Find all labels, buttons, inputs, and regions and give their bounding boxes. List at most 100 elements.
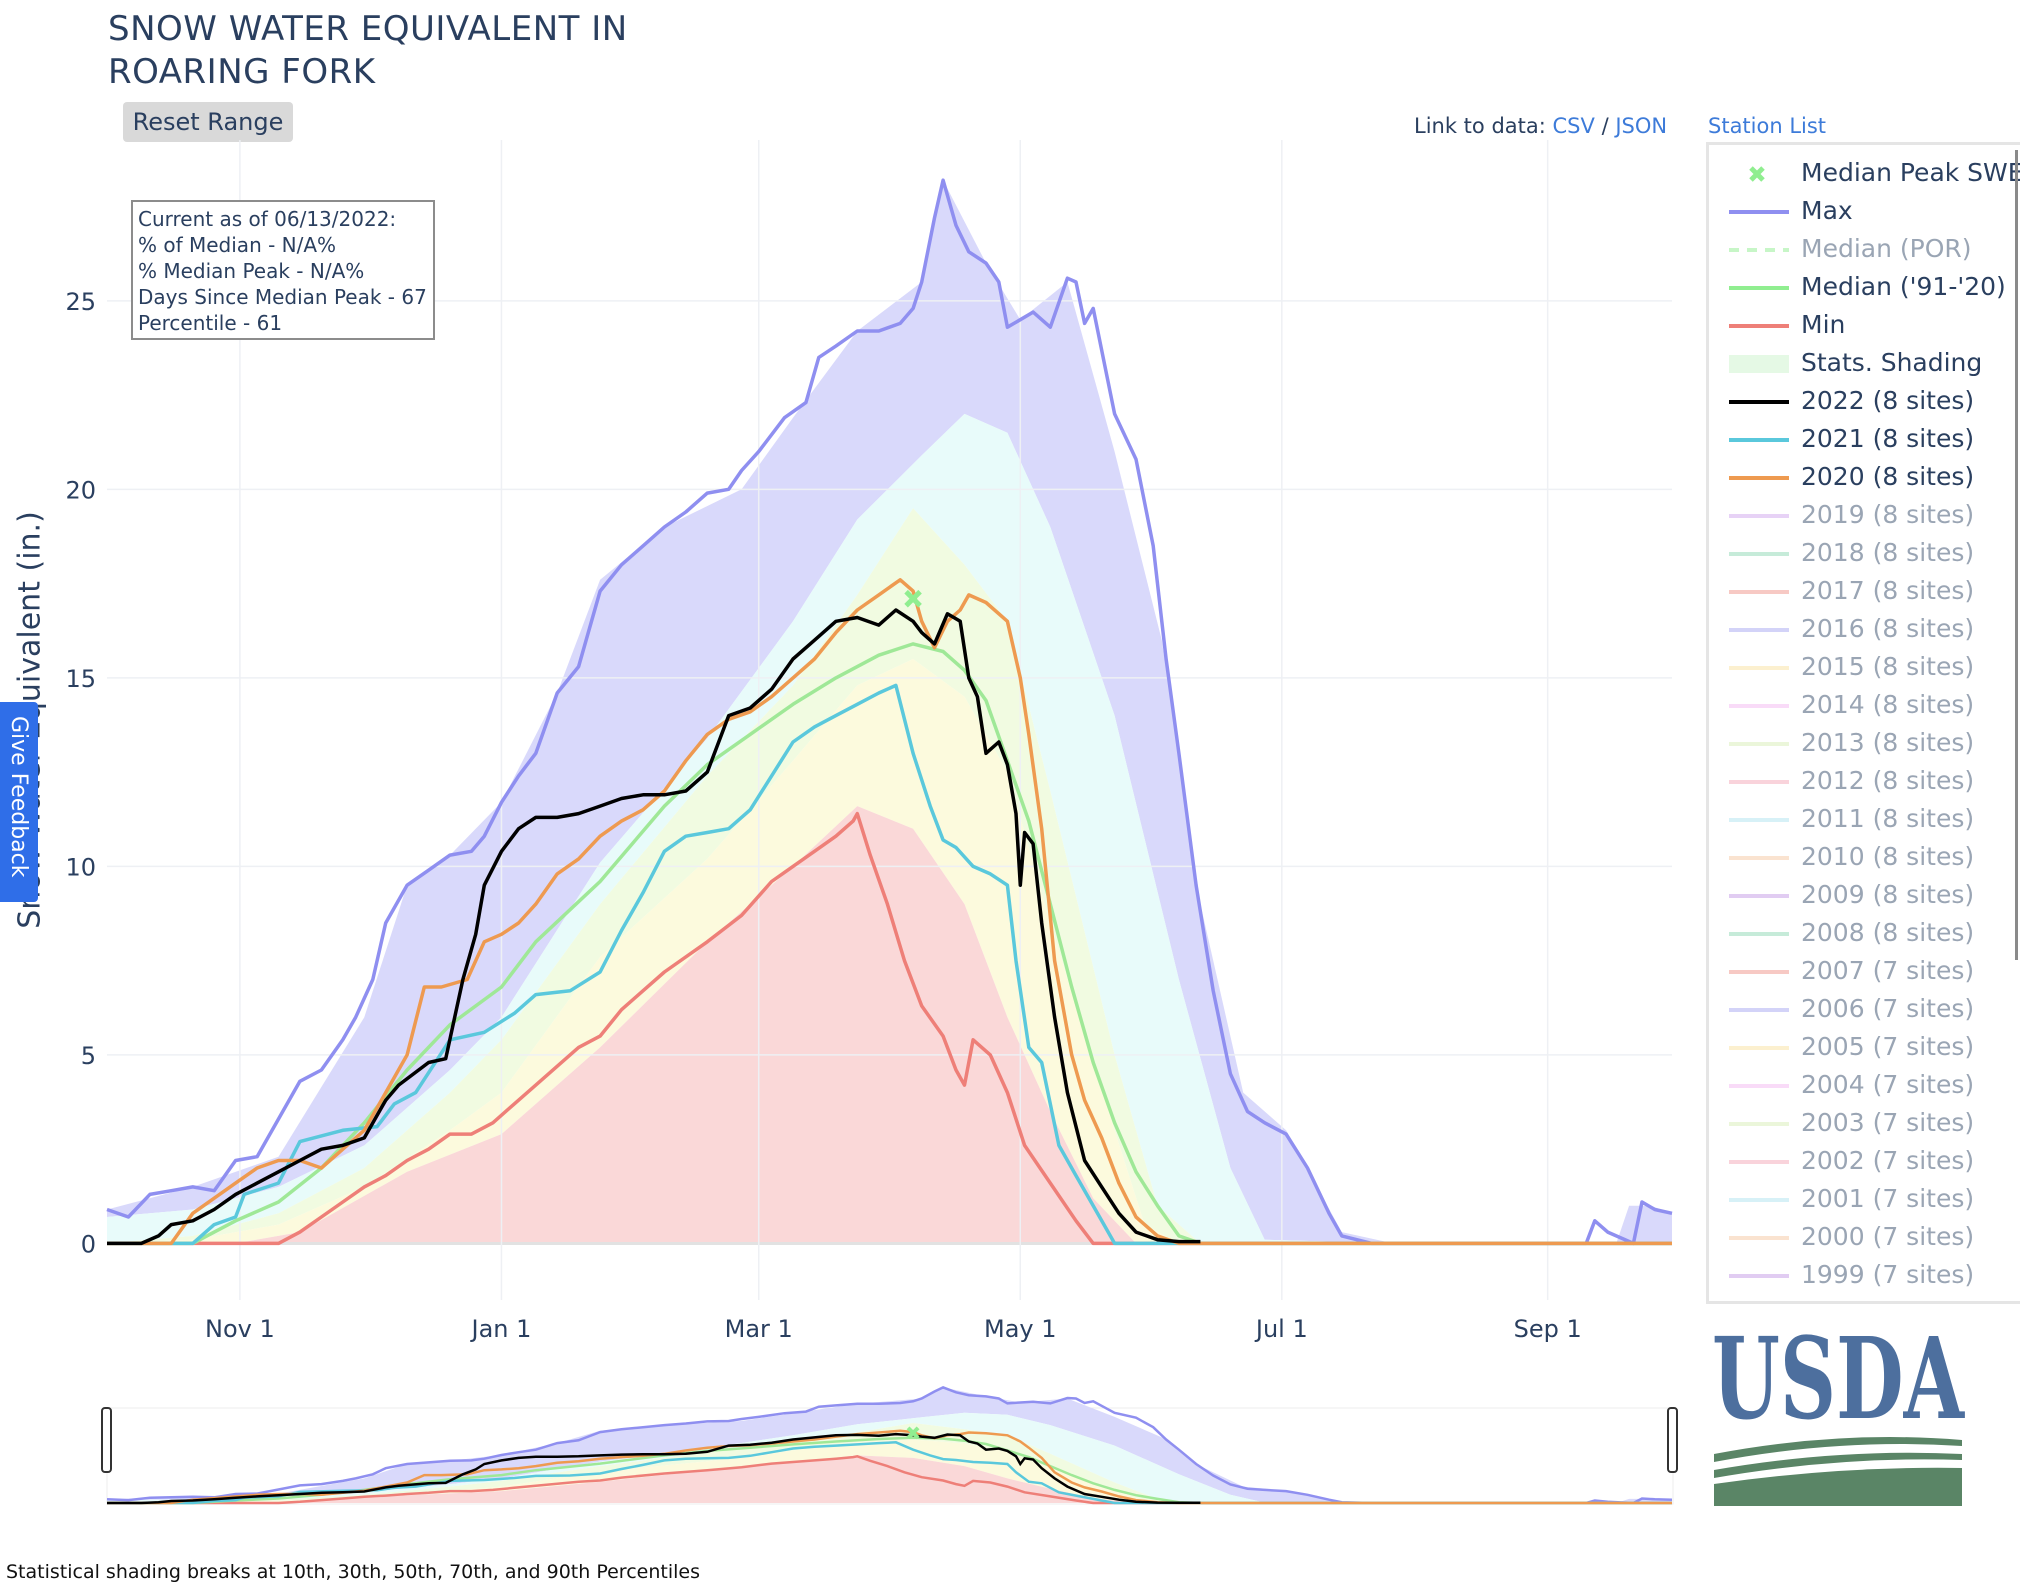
legend-item[interactable]: 2005 (7 sites) xyxy=(1719,1029,2020,1067)
legend-item[interactable]: 2002 (7 sites) xyxy=(1719,1143,2020,1181)
legend-item[interactable]: 2013 (8 sites) xyxy=(1719,725,2020,763)
minimap-series xyxy=(106,1386,1673,1505)
legend-item-label: 2022 (8 sites) xyxy=(1801,386,1975,415)
minimap-series xyxy=(107,1455,1672,1505)
legend-item-label: 2012 (8 sites) xyxy=(1801,766,1975,795)
legend-item-label: 2009 (8 sites) xyxy=(1801,880,1975,909)
legend-item[interactable]: Median Peak SWE xyxy=(1719,155,2020,193)
legend-swatch xyxy=(1729,355,1789,373)
chart-title-line2: ROARING FORK xyxy=(108,52,376,92)
data-links-separator: / xyxy=(1601,114,1609,138)
band-90th xyxy=(107,413,1672,1244)
chart-canvas[interactable]: 0 5 10 15 20 25 Nov 1 Jan 1 Mar 1 May 1 Jul 1 Sep … xyxy=(0,0,1700,1540)
x-tick-label: Jan 1 xyxy=(470,1315,532,1343)
x-tick-label: Jul 1 xyxy=(1254,1315,1308,1343)
legend-item[interactable]: 2011 (8 sites) xyxy=(1719,801,2020,839)
give-feedback-label: Give Feedback xyxy=(6,716,31,878)
minimap-band xyxy=(107,1423,1672,1503)
legend-item[interactable]: 2022 (8 sites) xyxy=(1719,383,2020,421)
legend-item-label: 2006 (7 sites) xyxy=(1801,994,1975,1023)
legend-item-label: Stats. Shading xyxy=(1801,348,1983,377)
y-tick-label: 5 xyxy=(81,1042,96,1070)
series-2021-8-sites[interactable] xyxy=(107,683,1672,1246)
legend-item[interactable]: 2009 (8 sites) xyxy=(1719,877,2020,915)
legend-scrollbar[interactable] xyxy=(2015,150,2018,960)
stats-shading xyxy=(107,180,1672,1244)
legend-item[interactable]: 2020 (8 sites) xyxy=(1719,459,2020,497)
legend-item[interactable]: 2016 (8 sites) xyxy=(1719,611,2020,649)
usda-logo-stripe xyxy=(1714,1452,1962,1478)
legend-item[interactable]: 2003 (7 sites) xyxy=(1719,1105,2020,1143)
legend-item[interactable]: 2019 (8 sites) xyxy=(1719,497,2020,535)
legend-item-label: Max xyxy=(1801,196,1853,225)
legend-item[interactable]: 2014 (8 sites) xyxy=(1719,687,2020,725)
legend-swatch xyxy=(1729,1084,1789,1088)
legend-item-label: 1999 (7 sites) xyxy=(1801,1260,1975,1289)
legend-item[interactable]: 2012 (8 sites) xyxy=(1719,763,2020,801)
legend-item[interactable]: Max xyxy=(1719,193,2020,231)
legend-item[interactable]: 1999 (7 sites) xyxy=(1719,1257,2020,1295)
legend-item[interactable]: Stats. Shading xyxy=(1719,345,2020,383)
series-median-91-20[interactable] xyxy=(107,642,1672,1246)
legend-item[interactable]: 2000 (7 sites) xyxy=(1719,1219,2020,1257)
legend-swatch xyxy=(1729,704,1789,708)
x-tick-label: May 1 xyxy=(984,1315,1057,1343)
legend-item-label: 2011 (8 sites) xyxy=(1801,804,1975,833)
legend-item-label: 2018 (8 sites) xyxy=(1801,538,1975,567)
footnote: Statistical shading breaks at 10th, 30th… xyxy=(6,1561,700,1583)
legend-item[interactable]: Median (POR) xyxy=(1719,231,2020,269)
json-link[interactable]: JSON xyxy=(1615,114,1668,138)
legend-swatch xyxy=(1729,590,1789,594)
usda-logo-text: USDA xyxy=(1712,1326,1965,1445)
series-lines xyxy=(106,178,1673,1246)
legend-item[interactable]: 2008 (8 sites) xyxy=(1719,915,2020,953)
legend-item[interactable]: 2006 (7 sites) xyxy=(1719,991,2020,1029)
band-min xyxy=(107,806,1672,1244)
legend[interactable]: Median Peak SWE Max Median (POR) Median ('9… xyxy=(1706,142,2020,1304)
give-feedback-button[interactable]: Give Feedback xyxy=(0,702,38,902)
legend-swatch xyxy=(1729,1122,1789,1126)
legend-swatch xyxy=(1729,1198,1789,1202)
reset-range-button[interactable]: Reset Range xyxy=(123,102,293,142)
station-list-link[interactable]: Station List xyxy=(1708,114,1827,138)
range-slider-left-handle[interactable] xyxy=(101,1407,112,1473)
data-links-prefix: Link to data: xyxy=(1414,114,1546,138)
legend-item[interactable]: 2018 (8 sites) xyxy=(1719,535,2020,573)
range-slider-right-handle[interactable] xyxy=(1667,1407,1678,1473)
legend-item[interactable]: 2007 (7 sites) xyxy=(1719,953,2020,991)
legend-item[interactable]: 2015 (8 sites) xyxy=(1719,649,2020,687)
legend-swatch xyxy=(1729,970,1789,974)
gridlines xyxy=(107,140,1672,1300)
legend-item-label: 2015 (8 sites) xyxy=(1801,652,1975,681)
legend-swatch xyxy=(1729,932,1789,936)
csv-link[interactable]: CSV xyxy=(1552,114,1595,138)
legend-item[interactable]: 2010 (8 sites) xyxy=(1719,839,2020,877)
legend-swatch xyxy=(1729,438,1789,442)
series-max[interactable] xyxy=(106,178,1673,1246)
legend-item[interactable]: 2021 (8 sites) xyxy=(1719,421,2020,459)
band-70th xyxy=(107,508,1672,1244)
info-box-line: % of Median - N/A% xyxy=(138,233,336,257)
legend-swatch xyxy=(1729,248,1789,252)
chart-title-line1: SNOW WATER EQUIVALENT IN xyxy=(108,9,628,49)
series-min[interactable] xyxy=(107,811,1672,1246)
legend-item[interactable]: Median ('91-'20) xyxy=(1719,269,2020,307)
median-peak-point[interactable] xyxy=(904,589,922,608)
legend-item-label: 2013 (8 sites) xyxy=(1801,728,1975,757)
legend-item-label: 2008 (8 sites) xyxy=(1801,918,1975,947)
legend-item[interactable]: 2004 (7 sites) xyxy=(1719,1067,2020,1105)
legend-item[interactable]: Min xyxy=(1719,307,2020,345)
legend-swatch xyxy=(1729,400,1789,404)
legend-swatch xyxy=(1729,1046,1789,1050)
info-box-line: % Median Peak - N/A% xyxy=(138,259,364,283)
info-box: Current as of 06/13/2022:% of Median - N… xyxy=(131,200,435,340)
legend-swatch xyxy=(1729,210,1789,214)
info-box-line: Days Since Median Peak - 67 xyxy=(138,285,427,309)
legend-item[interactable]: 2001 (7 sites) xyxy=(1719,1181,2020,1219)
legend-item[interactable]: 2017 (8 sites) xyxy=(1719,573,2020,611)
legend-swatch xyxy=(1729,856,1789,860)
median-peak-marker xyxy=(904,589,922,608)
minimap-band xyxy=(107,1439,1672,1503)
legend-item-label: 2000 (7 sites) xyxy=(1801,1222,1975,1251)
series-2022-8-sites[interactable] xyxy=(107,608,1201,1246)
